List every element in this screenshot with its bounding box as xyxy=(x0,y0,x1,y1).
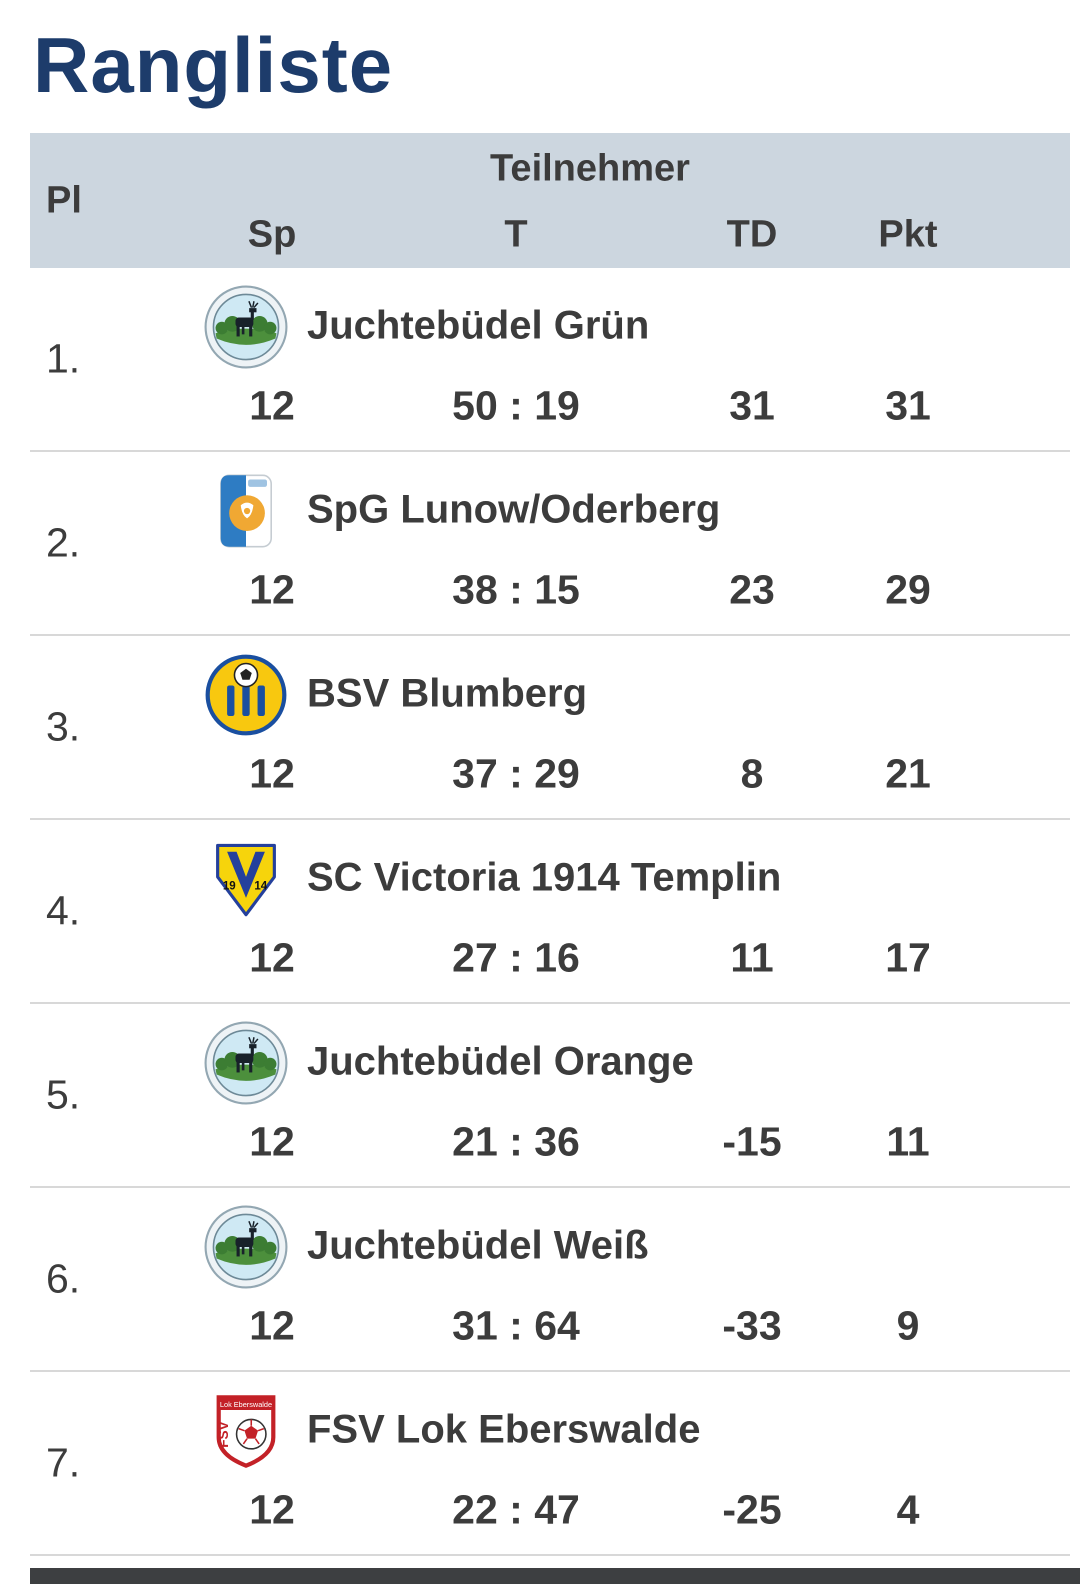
stat-td: -25 xyxy=(722,1486,782,1533)
stat-pkt: 17 xyxy=(885,934,931,981)
stat-td: 31 xyxy=(729,382,775,429)
stat-pkt: 11 xyxy=(886,1118,930,1165)
stat-sp: 12 xyxy=(249,382,295,429)
partial-footer-bar xyxy=(30,1568,1080,1584)
table-row[interactable]: 2. SpG Lunow/Oderberg 12 38 : 15 23 29 xyxy=(30,452,1070,636)
header-t: T xyxy=(504,213,528,256)
juchtebuedel-badge-icon xyxy=(204,1205,288,1289)
team-name[interactable]: SC Victoria 1914 Templin xyxy=(307,855,782,900)
team-name[interactable]: FSV Lok Eberswalde xyxy=(307,1407,701,1452)
place-number: 5. xyxy=(46,1071,81,1118)
stat-sp: 12 xyxy=(249,750,295,797)
juchtebuedel-badge-icon xyxy=(204,1021,288,1105)
header-pl: Pl xyxy=(46,179,82,221)
team-name[interactable]: Juchtebüdel Weiß xyxy=(307,1223,649,1268)
team-name[interactable]: Juchtebüdel Grün xyxy=(307,303,650,348)
stat-pkt: 4 xyxy=(896,1486,920,1533)
table-row[interactable]: 3. BSV Blumberg 12 37 : 29 8 21 xyxy=(30,636,1070,820)
stat-t: 37 : 29 xyxy=(452,750,580,797)
table-row[interactable]: 4. SC Victoria 1914 Templin 12 27 : 16 1… xyxy=(30,820,1070,1004)
place-number: 6. xyxy=(46,1255,81,1302)
place-number: 1. xyxy=(46,335,81,382)
stat-t: 21 : 36 xyxy=(452,1118,580,1165)
stat-sp: 12 xyxy=(249,1118,295,1165)
stat-pkt: 21 xyxy=(885,750,931,797)
place-number: 2. xyxy=(46,519,81,566)
bsv-blumberg-badge-icon xyxy=(204,653,288,737)
stat-pkt: 29 xyxy=(885,566,931,613)
lunow-oderberg-badge-icon xyxy=(204,469,288,553)
team-name[interactable]: BSV Blumberg xyxy=(307,671,588,716)
stat-td: 11 xyxy=(730,934,774,981)
table-header: Pl Teilnehmer Sp T TD Pkt xyxy=(30,133,1070,268)
table-row[interactable]: 6. Juchtebüdel Weiß 12 31 : 64 -33 9 xyxy=(30,1188,1070,1372)
header-teilnehmer: Teilnehmer xyxy=(490,147,690,190)
stat-sp: 12 xyxy=(249,1302,295,1349)
table-row[interactable]: 7. FSV Lok Eberswalde 12 22 : 47 -25 4 xyxy=(30,1372,1070,1556)
place-number: 3. xyxy=(46,703,81,750)
table-row[interactable]: 1. Juchtebüdel Grün 12 50 : 19 31 31 xyxy=(30,268,1070,452)
juchtebuedel-badge-icon xyxy=(204,285,288,369)
team-name[interactable]: SpG Lunow/Oderberg xyxy=(307,487,721,532)
stat-t: 38 : 15 xyxy=(452,566,580,613)
stat-td: -33 xyxy=(722,1302,782,1349)
stat-pkt: 31 xyxy=(885,382,931,429)
place-number: 4. xyxy=(46,887,81,934)
header-pkt: Pkt xyxy=(878,213,938,256)
stat-sp: 12 xyxy=(249,1486,295,1533)
header-sp: Sp xyxy=(247,213,297,256)
header-td: TD xyxy=(726,213,778,256)
stat-sp: 12 xyxy=(249,934,295,981)
stat-td: 23 xyxy=(729,566,775,613)
place-number: 7. xyxy=(46,1439,81,1486)
stat-t: 50 : 19 xyxy=(452,382,580,429)
page-title: Rangliste xyxy=(33,21,394,109)
sc-victoria-templin-badge-icon xyxy=(204,837,288,921)
team-name[interactable]: Juchtebüdel Orange xyxy=(307,1039,694,1084)
stat-td: -15 xyxy=(722,1118,782,1165)
table-row[interactable]: 5. Juchtebüdel Orange 12 21 : 36 -15 11 xyxy=(30,1004,1070,1188)
stat-t: 31 : 64 xyxy=(452,1302,580,1349)
stat-t: 27 : 16 xyxy=(452,934,580,981)
stat-sp: 12 xyxy=(249,566,295,613)
stat-pkt: 9 xyxy=(896,1302,920,1349)
stat-td: 8 xyxy=(740,750,764,797)
ranking-table: Pl Teilnehmer Sp T TD Pkt 1. Juchtebüdel… xyxy=(30,133,1070,1556)
stat-t: 22 : 47 xyxy=(452,1486,580,1533)
fsv-lok-eberswalde-badge-icon xyxy=(204,1389,288,1473)
